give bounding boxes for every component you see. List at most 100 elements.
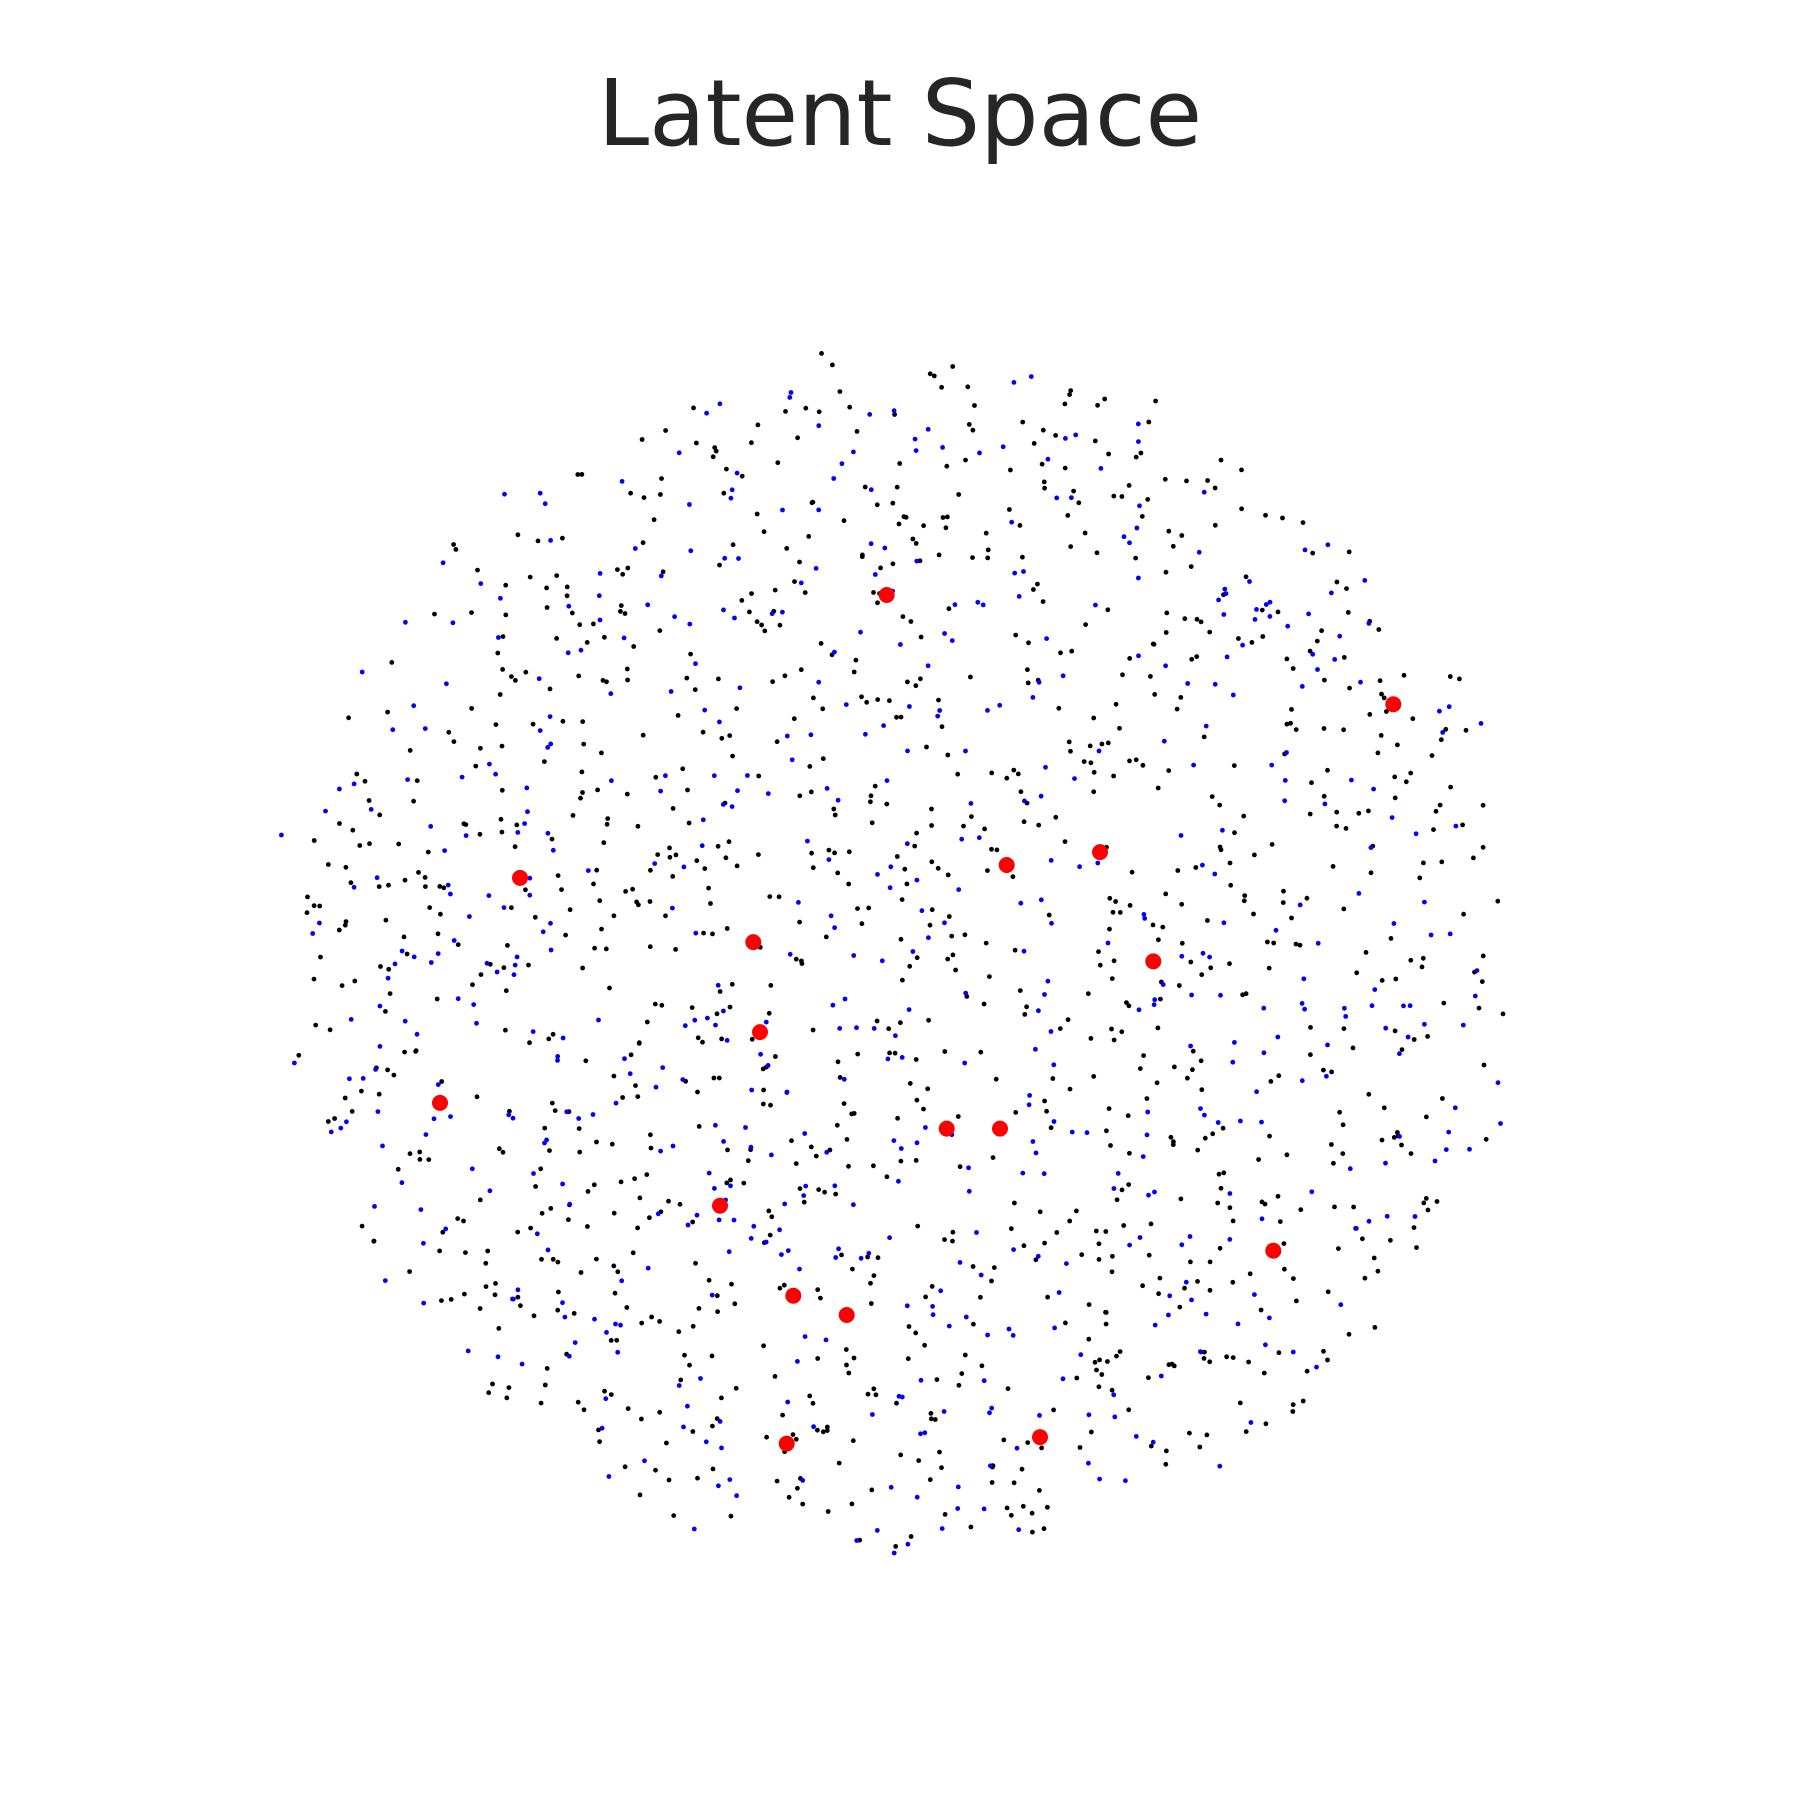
- black-point: [1243, 991, 1249, 997]
- black-point: [846, 1163, 851, 1169]
- black-point: [689, 1005, 695, 1010]
- black-point: [660, 569, 666, 575]
- blue-point: [899, 1055, 905, 1060]
- black-point: [1109, 1387, 1115, 1393]
- black-point: [354, 771, 360, 777]
- black-point: [509, 905, 514, 911]
- black-point: [602, 1388, 607, 1394]
- black-point: [934, 1377, 940, 1382]
- black-point: [304, 910, 310, 916]
- blue-point: [1285, 623, 1291, 629]
- black-point: [1399, 1142, 1404, 1148]
- black-point: [359, 1223, 365, 1229]
- black-point: [1433, 808, 1439, 814]
- black-point: [618, 609, 623, 614]
- blue-point: [1096, 748, 1102, 754]
- black-point: [824, 1428, 830, 1433]
- black-point: [1269, 842, 1275, 847]
- black-point: [1256, 1157, 1261, 1162]
- blue-point: [609, 778, 614, 784]
- black-point: [921, 1106, 926, 1112]
- black-point: [1021, 1243, 1027, 1249]
- black-point: [1276, 1350, 1282, 1356]
- black-point: [1162, 476, 1168, 482]
- black-point: [542, 759, 547, 764]
- black-point: [841, 518, 847, 524]
- black-point: [580, 790, 585, 795]
- blue-point: [914, 1140, 920, 1146]
- black-point: [981, 1001, 987, 1007]
- blue-point: [1329, 590, 1334, 596]
- black-point: [1133, 454, 1139, 460]
- blue-point: [1324, 1073, 1329, 1079]
- black-point: [401, 934, 407, 940]
- black-point: [970, 427, 976, 433]
- blue-point: [566, 603, 572, 609]
- black-point: [1011, 767, 1017, 773]
- blue-point: [1022, 798, 1027, 804]
- black-point: [726, 839, 732, 845]
- blue-point: [540, 929, 546, 935]
- black-point: [690, 1323, 696, 1329]
- blue-point: [524, 785, 530, 791]
- blue-point: [748, 1236, 754, 1241]
- blue-point: [1383, 1160, 1388, 1166]
- blue-point: [784, 733, 790, 739]
- blue-point: [751, 1223, 757, 1229]
- blue-point: [685, 1222, 691, 1228]
- black-point: [1243, 574, 1249, 580]
- blue-point: [1111, 1392, 1117, 1398]
- black-point: [820, 756, 826, 762]
- black-point: [1329, 1069, 1334, 1075]
- black-point: [978, 1294, 983, 1300]
- black-point: [939, 724, 945, 730]
- blue-point: [676, 450, 682, 456]
- blue-point: [592, 1316, 597, 1322]
- black-point: [1152, 692, 1158, 697]
- black-point: [950, 1229, 956, 1235]
- black-point: [1177, 1304, 1183, 1310]
- blue-point: [685, 1403, 690, 1409]
- black-point: [527, 574, 533, 580]
- black-point: [622, 611, 628, 616]
- black-point: [708, 901, 713, 906]
- blue-point: [1297, 902, 1303, 908]
- blue-point: [448, 891, 453, 897]
- black-point: [1420, 955, 1426, 961]
- black-point: [1109, 976, 1115, 981]
- black-point: [504, 1395, 510, 1401]
- black-point: [1127, 1150, 1132, 1156]
- black-point: [1166, 528, 1172, 534]
- black-point: [826, 847, 832, 853]
- black-point: [1106, 1106, 1112, 1111]
- blue-point: [1036, 1008, 1041, 1014]
- black-point: [1097, 1357, 1102, 1363]
- blue-point: [879, 958, 885, 964]
- black-point: [678, 1377, 684, 1383]
- black-point: [813, 1153, 819, 1159]
- black-point: [542, 1382, 548, 1388]
- blue-point: [868, 541, 874, 547]
- black-point: [1379, 978, 1385, 983]
- black-point: [1277, 1219, 1283, 1224]
- black-point: [1121, 1223, 1127, 1228]
- black-point: [709, 1353, 715, 1359]
- black-point: [603, 946, 609, 952]
- blue-point: [716, 1483, 721, 1489]
- black-point: [622, 1464, 628, 1470]
- blue-point: [1202, 1112, 1207, 1118]
- black-point: [377, 812, 383, 818]
- black-point: [550, 1031, 556, 1037]
- black-point: [749, 1036, 755, 1042]
- black-point: [894, 1400, 899, 1406]
- black-point: [1111, 493, 1117, 499]
- blue-point: [1362, 578, 1368, 583]
- blue-point: [985, 708, 990, 713]
- black-point: [962, 1352, 968, 1358]
- black-point: [844, 1137, 850, 1142]
- black-point: [402, 1049, 407, 1055]
- black-point: [887, 1050, 892, 1056]
- black-point: [1218, 1185, 1224, 1191]
- blue-point: [1121, 534, 1127, 540]
- black-point: [957, 1164, 963, 1170]
